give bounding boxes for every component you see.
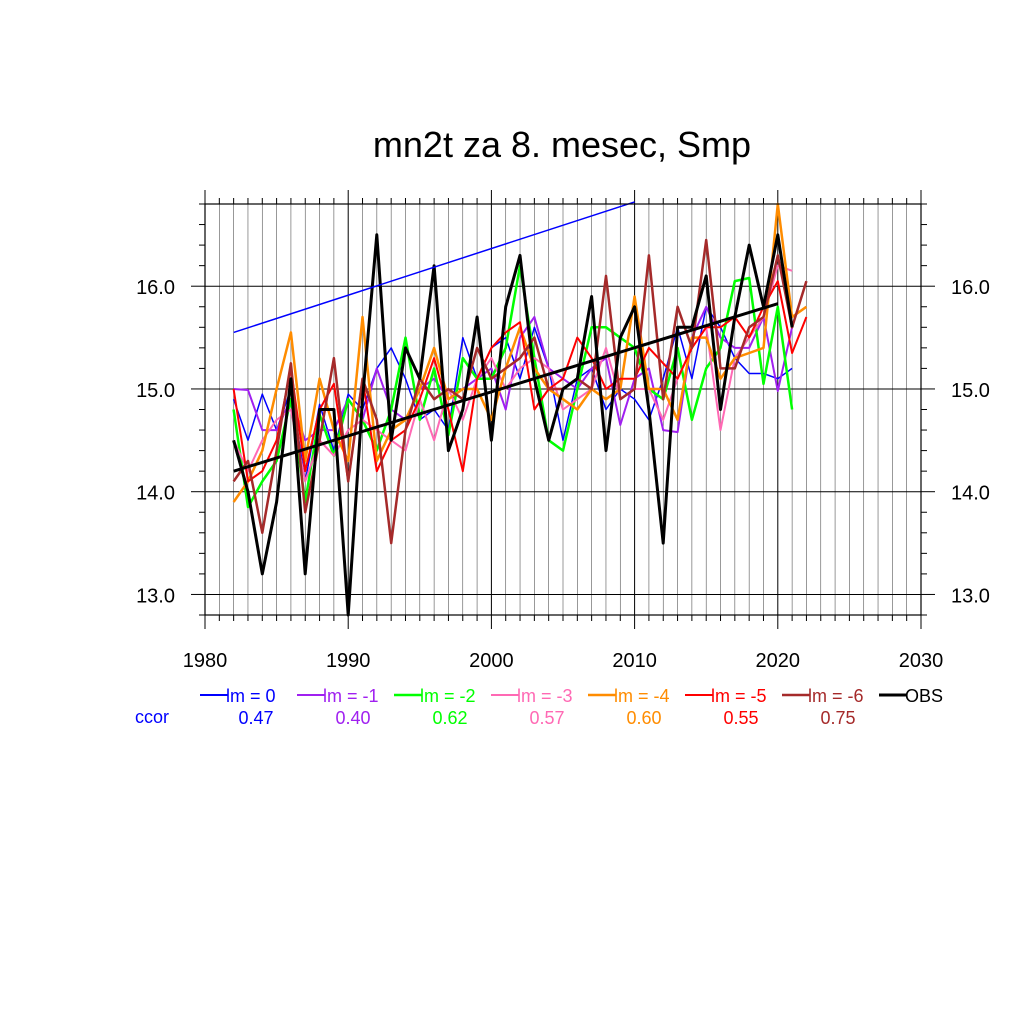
y-tick-label-left: 13.0 (136, 585, 175, 607)
y-tick-label-left: 14.0 (136, 483, 175, 505)
series-line-1 (233, 305, 794, 442)
legend-label: lm = -2 (420, 686, 476, 706)
legend-ccor-value: 0.40 (335, 708, 370, 728)
y-tick-label-right: 15.0 (951, 380, 990, 402)
y-tick-label-right: 16.0 (951, 277, 990, 299)
legend-label: lm = -3 (517, 686, 573, 706)
legend-ccor-value: 0.55 (723, 708, 758, 728)
tick-marks (191, 190, 935, 629)
x-tick-label: 2010 (612, 650, 657, 672)
legend-label: OBS (905, 686, 943, 706)
legend-label: lm = 0 (226, 686, 276, 706)
legend-ccor-value: 0.62 (432, 708, 467, 728)
legend-ccor-value: 0.60 (626, 708, 661, 728)
y-tick-label-right: 14.0 (951, 483, 990, 505)
legend-label: lm = -4 (614, 686, 670, 706)
trend-line-1 (233, 302, 779, 473)
ccor-label: ccor (135, 707, 169, 727)
legend-label: lm = -1 (323, 686, 379, 706)
plot-lines (232, 201, 808, 617)
x-tick-label: 2000 (469, 650, 514, 672)
x-tick-label: 1990 (326, 650, 371, 672)
series-line-0 (232, 306, 793, 483)
tick-labels: 1980 1990 2000 2010 2020 2030 13.0 13.0 14.0 14.0… (136, 277, 990, 672)
y-tick-label-left: 15.0 (136, 380, 175, 402)
x-tick-label: 2030 (899, 650, 944, 672)
trend-line-0 (233, 201, 635, 334)
legend-label: lm = -6 (808, 686, 864, 706)
series-line-2 (232, 264, 794, 509)
chart-title: mn2t za 8. mesec, Smp (373, 124, 751, 165)
x-tick-label: 2020 (756, 650, 801, 672)
legend-ccor-value: 0.75 (820, 708, 855, 728)
plot-frame (204, 203, 922, 616)
series-line-7 (232, 233, 794, 617)
legend-ccor-value: 0.57 (529, 708, 564, 728)
series-line-6 (232, 238, 808, 545)
x-tick-label: 1980 (183, 650, 228, 672)
legend-label: lm = -5 (711, 686, 767, 706)
legend: ccor lm = 00.47 lm = -10.40 lm = -20.62 lm … (135, 686, 943, 728)
legend-ccor-value: 0.47 (238, 708, 273, 728)
y-tick-label-right: 13.0 (951, 585, 990, 607)
y-tick-label-left: 16.0 (136, 277, 175, 299)
